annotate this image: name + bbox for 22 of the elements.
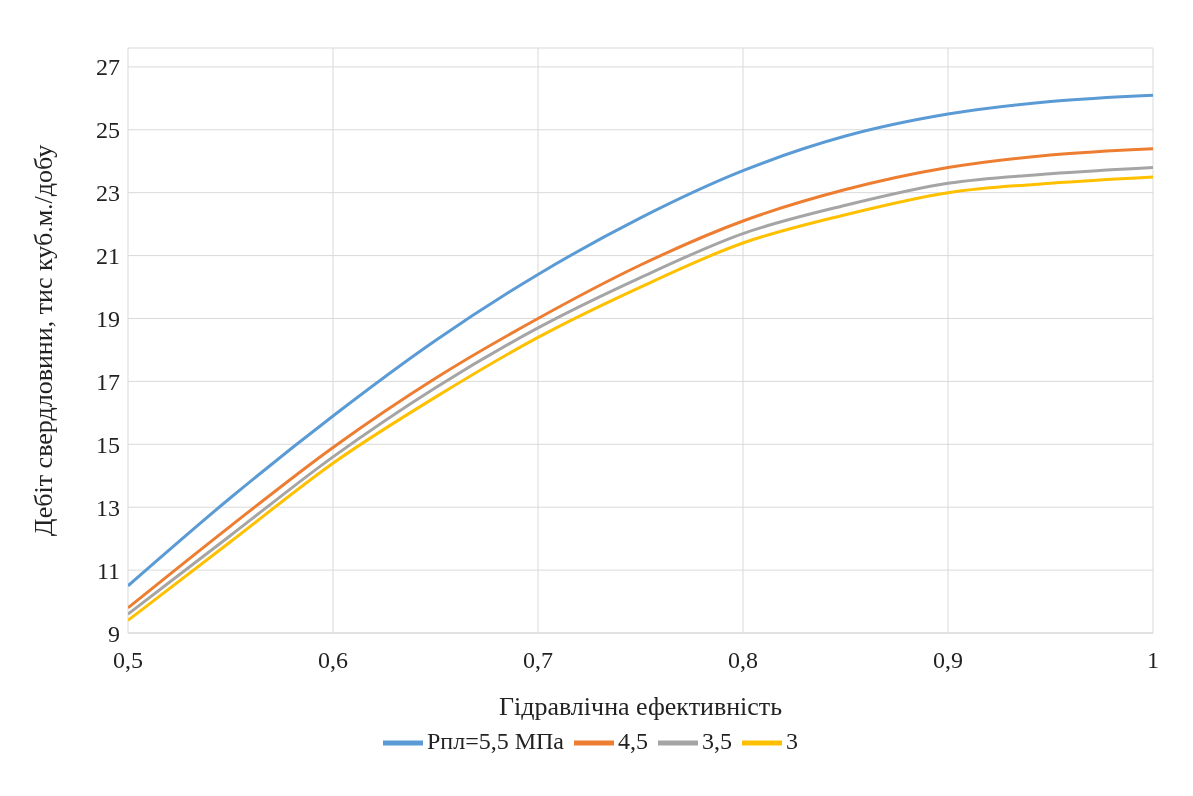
- legend-label: 3: [786, 727, 799, 754]
- y-axis-title: Дебіт свердловини, тис куб.м./добу: [29, 144, 59, 537]
- y-tick-label: 23: [96, 180, 120, 207]
- x-axis-title: Гідравлічна ефективність: [498, 692, 783, 721]
- y-tick-label: 15: [96, 431, 120, 458]
- legend-label: 4,5: [618, 727, 649, 754]
- x-tick-label: 0,7: [523, 647, 553, 674]
- legend-label: 3,5: [702, 727, 733, 754]
- y-tick-label: 21: [96, 243, 120, 270]
- x-tick-label: 0,8: [728, 647, 758, 674]
- y-tick-label: 25: [96, 117, 120, 144]
- x-tick-label: 0,9: [933, 647, 963, 674]
- y-tick-label: 27: [96, 54, 120, 81]
- x-tick-label: 0,6: [318, 647, 348, 674]
- y-tick-label: 9: [108, 620, 120, 647]
- y-tick-label: 19: [96, 306, 120, 332]
- y-tick-label: 13: [96, 494, 120, 521]
- x-tick-label: 1: [1147, 647, 1159, 674]
- x-tick-label: 0,5: [113, 647, 143, 674]
- y-tick-label: 11: [96, 557, 120, 584]
- legend-label: Pпл=5,5 МПа: [426, 727, 565, 754]
- y-tick-label: 17: [96, 368, 120, 395]
